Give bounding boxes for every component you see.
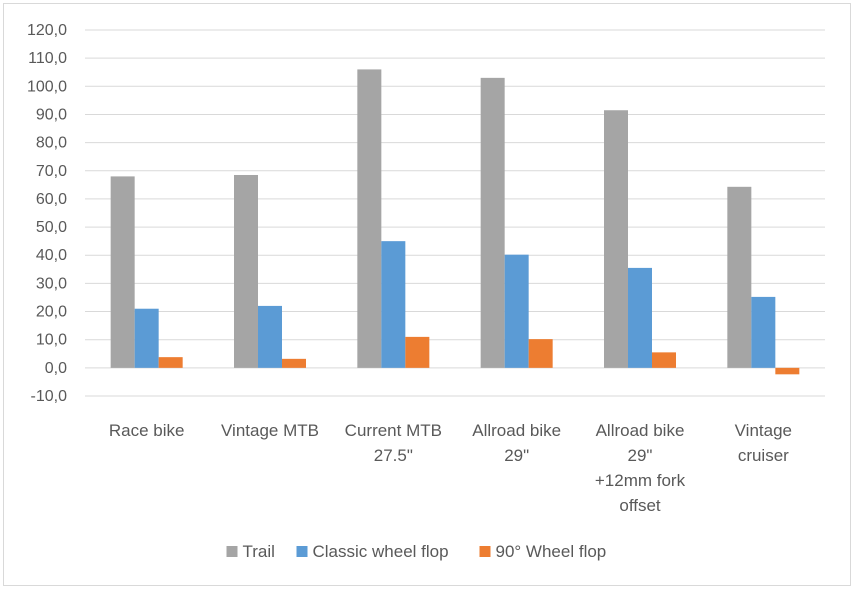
x-category-label: Current MTB 27.5" (345, 421, 442, 465)
y-axis: -10,0 0,0 10,0 20,0 30,0 40,0 50,0 60,0 70,0 80,0… (27, 22, 67, 405)
x-category-label: Vintage MTB (221, 421, 319, 440)
x-category-label: Vintage cruiser (735, 421, 792, 465)
y-tick-label: 60,0 (36, 191, 67, 208)
bar-90-wheel-flop (158, 357, 183, 368)
bar-classic-wheel-flop (258, 305, 282, 368)
y-tick-label: 120,0 (27, 22, 67, 39)
bar-90-wheel-flop (775, 367, 800, 375)
bar-classic-wheel-flop (504, 254, 529, 368)
chart-frame (3, 3, 851, 586)
bars (110, 69, 800, 375)
y-tick-label: 0,0 (45, 360, 67, 377)
x-category-label: Allroad bike 29" (472, 421, 561, 465)
legend-label: Trail (243, 542, 275, 561)
y-tick-label: 90,0 (36, 106, 67, 123)
y-tick-label: 70,0 (36, 163, 67, 180)
legend-label: Classic wheel flop (313, 542, 449, 561)
bar-classic-wheel-flop (134, 308, 159, 368)
y-tick-label: 50,0 (36, 219, 67, 236)
x-axis: Race bike Vintage MTB Current MTB 27.5" Allr… (109, 421, 792, 515)
bar-trail (727, 186, 752, 368)
bar-trail (480, 77, 505, 368)
bar-trail (234, 174, 258, 368)
bar-90-wheel-flop (405, 336, 430, 368)
x-category-label: Allroad bike 29" +12mm fork offset (595, 421, 686, 515)
bar-90-wheel-flop (528, 339, 553, 368)
y-tick-label: 20,0 (36, 304, 67, 321)
bar-trail (110, 176, 135, 368)
legend-swatch (296, 546, 308, 557)
gridlines (85, 29, 825, 397)
y-tick-label: 40,0 (36, 247, 67, 264)
bar-trail (357, 69, 382, 368)
bar-90-wheel-flop (652, 352, 676, 368)
legend-swatch (226, 546, 238, 557)
bar-classic-wheel-flop (628, 267, 652, 368)
legend-label: 90° Wheel flop (496, 542, 607, 561)
bar-trail (604, 110, 628, 368)
y-tick-label: 100,0 (27, 78, 67, 95)
bar-90-wheel-flop (282, 358, 306, 368)
y-tick-label: 30,0 (36, 275, 67, 292)
y-tick-label: 110,0 (28, 50, 67, 67)
y-tick-label: 10,0 (36, 332, 67, 349)
bar-classic-wheel-flop (381, 241, 406, 368)
legend: Trail Classic wheel flop 90° Wheel flop (226, 542, 607, 561)
bar-classic-wheel-flop (751, 296, 776, 368)
x-category-label: Race bike (109, 421, 185, 440)
legend-swatch (479, 546, 491, 557)
y-tick-label: -10,0 (31, 388, 68, 405)
y-tick-label: 80,0 (36, 135, 67, 152)
